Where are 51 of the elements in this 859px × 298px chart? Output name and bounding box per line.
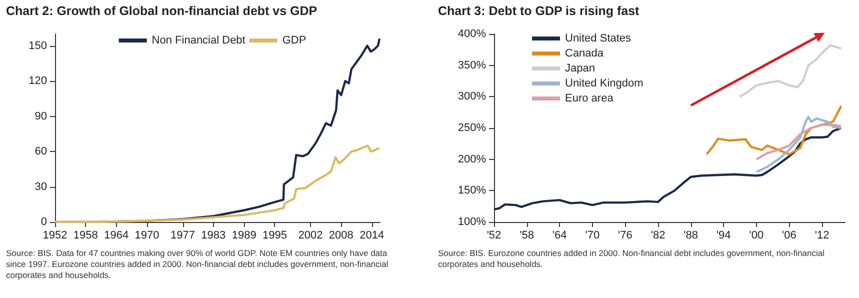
y-tick-label: 350%	[458, 59, 486, 72]
legend-label: Japan	[565, 62, 595, 74]
x-tick-label: '94	[716, 230, 731, 242]
x-tick-label: 2002	[298, 230, 323, 242]
x-tick-label: '58	[520, 230, 534, 242]
y-tick-label: 250%	[458, 122, 486, 134]
legend-label: Non Financial Debt	[152, 34, 246, 46]
x-tick-label: '06	[782, 230, 796, 242]
x-tick-label: 1970	[134, 230, 160, 242]
y-tick-label: 0	[40, 216, 47, 228]
x-tick-label: 1964	[104, 230, 129, 242]
source-note: Source: BIS. Eurozone countries added in 2000. Non-financial debt includes government, non-financial corporates and households.	[438, 248, 826, 270]
legend-label: GDP	[282, 34, 306, 46]
x-tick-label: '52	[486, 230, 502, 242]
y-tick-label: 150%	[458, 184, 486, 197]
chart-title: Chart 2: Growth of Global non-financial debt vs GDP	[6, 4, 318, 18]
line-series	[706, 104, 842, 156]
y-tick-label: 200%	[458, 153, 486, 166]
y-tick-label: 400%	[458, 28, 486, 40]
legend-label: United States	[565, 32, 632, 44]
line-series	[738, 44, 842, 98]
x-tick-label: 2008	[328, 230, 354, 242]
line-series	[755, 124, 842, 160]
legend-label: United Kingdom	[565, 78, 644, 90]
x-tick-label: 1977	[170, 230, 195, 242]
source-note: Source: BIS. Data for 47 countries making over 90% of world GDP. Note EM countries only have data since 1997. Eurozone countries added in 2000. Non-financial debt includes government, non-financial corporates and households.	[6, 248, 390, 281]
y-tick-label: 300%	[458, 90, 486, 103]
y-tick-label: 30	[34, 180, 47, 193]
y-tick-label: 100%	[458, 216, 486, 228]
x-tick-label: 1952	[42, 230, 68, 242]
y-tick-label: 60	[34, 146, 47, 158]
x-tick-label: 1958	[73, 230, 98, 242]
x-tick-label: 1989	[232, 230, 256, 242]
x-tick-label: '70	[585, 230, 600, 242]
x-tick-label: '12	[814, 230, 830, 242]
y-tick-label: 120	[28, 75, 47, 87]
line-series	[755, 116, 842, 173]
legend-label: Euro area	[565, 92, 614, 104]
x-tick-label: '64	[552, 230, 567, 242]
y-tick-label: 90	[34, 110, 47, 122]
x-tick-label: 2014	[360, 230, 384, 242]
line-series	[492, 126, 842, 211]
x-tick-label: 1995	[262, 230, 287, 242]
x-tick-label: '00	[749, 230, 764, 242]
legend-label: Canada	[565, 48, 604, 60]
x-tick-label: '88	[684, 230, 698, 242]
y-tick-label: 150	[28, 40, 47, 52]
chart-title: Chart 3: Debt to GDP is rising fast	[438, 4, 640, 18]
x-tick-label: '82	[650, 230, 666, 242]
x-tick-label: 1983	[201, 230, 226, 242]
x-tick-label: '76	[618, 230, 632, 242]
